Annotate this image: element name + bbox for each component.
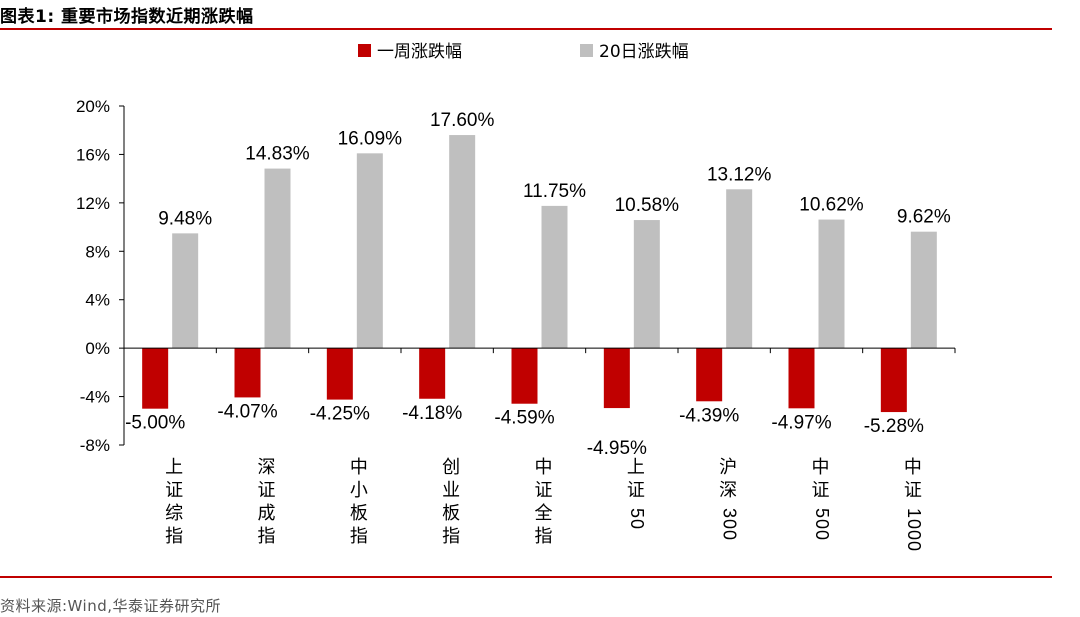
bar-20d-7 [818, 219, 845, 349]
figure-title: 图表1: 重要市场指数近期涨跌幅 [0, 7, 254, 27]
y-tick-label: -8% [80, 436, 110, 455]
top-rule [0, 28, 1052, 30]
y-tick-label: 16% [76, 145, 110, 164]
y-tick-label: -4% [80, 388, 110, 407]
bar-week-0 [142, 348, 169, 409]
y-tick-label: 4% [85, 291, 110, 310]
category-label-char: 0 [904, 519, 924, 529]
data-label: -4.18% [402, 403, 462, 424]
category-label-char: 0 [719, 519, 739, 529]
category-label-char: 指 [442, 526, 460, 547]
data-label: 17.60% [430, 110, 495, 131]
legend-label-0: 一周涨跌幅 [377, 42, 462, 62]
data-label: 9.48% [158, 208, 212, 229]
category-label-char: 3 [719, 508, 739, 518]
category-label-char: 指 [165, 526, 183, 547]
category-label-char: 全 [535, 503, 553, 524]
category-label-char: 指 [258, 526, 276, 547]
bar-20d-5 [633, 220, 660, 349]
category-label-char: 0 [904, 541, 924, 551]
bar-week-4 [511, 348, 538, 404]
category-label-char: 0 [904, 530, 924, 540]
data-label: -4.07% [217, 401, 277, 422]
data-label: 13.12% [707, 164, 772, 185]
legend-label-1: 20日涨跌幅 [599, 42, 689, 62]
bar-20d-6 [726, 189, 753, 349]
category-label-char: 综 [165, 503, 183, 524]
bar-20d-8 [910, 231, 937, 349]
category-label-char: 中 [350, 457, 368, 478]
bar-week-3 [419, 348, 446, 399]
bar-20d-1 [264, 168, 291, 349]
y-tick-label: 8% [85, 242, 110, 261]
data-label: 9.62% [897, 207, 951, 228]
category-label-char: 证 [904, 480, 922, 501]
y-tick-label: 20% [76, 97, 110, 116]
category-label-char: 中 [812, 457, 830, 478]
category-label-char: 指 [350, 526, 368, 547]
category-label-char: 板 [350, 503, 368, 524]
bar-week-8 [880, 348, 907, 413]
data-label: 10.62% [799, 195, 864, 216]
data-label: 14.83% [245, 144, 310, 165]
bar-week-7 [788, 348, 815, 409]
data-label: -4.25% [310, 404, 370, 425]
bar-week-6 [696, 348, 723, 402]
category-label-char: 沪 [719, 457, 737, 478]
data-label: -5.28% [864, 416, 924, 437]
data-label: -4.39% [679, 405, 739, 426]
category-label-char: 0 [719, 530, 739, 540]
bar-20d-0 [172, 233, 199, 349]
category-label-char: 上 [165, 457, 183, 478]
data-label: -4.95% [587, 438, 647, 459]
bar-20d-4 [541, 205, 568, 349]
category-label-char: 上 [627, 457, 645, 478]
y-tick-label: 0% [85, 339, 110, 358]
category-label-char: 小 [350, 480, 368, 501]
y-axis: 20% 16% 12% 8% 4% 0% -4% -8% [76, 97, 125, 455]
category-label-char: 证 [535, 480, 553, 501]
category-label-char: 5 [812, 508, 832, 518]
category-label-char: 深 [258, 457, 276, 478]
category-label-char: 1 [904, 508, 924, 518]
category-label-char: 5 [627, 508, 647, 518]
category-label-char: 0 [627, 519, 647, 529]
y-tick-label: 12% [76, 194, 110, 213]
category-label-char: 板 [442, 503, 460, 524]
bar-week-5 [603, 348, 630, 409]
category-label-char: 证 [627, 480, 645, 501]
bar-20d-3 [449, 135, 476, 349]
category-label-char: 证 [165, 480, 183, 501]
bar-week-1 [234, 348, 261, 398]
bars: -5.00% 9.48% -4.07% 14.83% -4.25% 16.09% -4.18… [125, 110, 951, 459]
category-label-char: 证 [258, 480, 276, 501]
category-label-char: 成 [258, 503, 276, 524]
category-label-char: 中 [535, 457, 553, 478]
source-note: 资料来源:Wind,华泰证券研究所 [0, 597, 222, 615]
data-label: 11.75% [523, 181, 586, 202]
category-label-char: 指 [535, 526, 553, 547]
category-label-char: 中 [904, 457, 922, 478]
bar-week-2 [326, 348, 353, 400]
data-label: -5.00% [125, 413, 185, 434]
bar-20d-2 [356, 153, 383, 349]
data-label: -4.97% [771, 412, 831, 433]
category-label-char: 业 [442, 480, 460, 501]
category-label-char: 深 [719, 480, 737, 501]
bar-chart: 一周涨跌幅 20日涨跌幅 20% 16% 12% 8% 4% 0% -4% -8% -5.00%… [76, 42, 956, 551]
category-label-char: 创 [442, 457, 460, 478]
category-label-char: 0 [812, 530, 832, 540]
bottom-rule [0, 576, 1052, 578]
category-label-char: 证 [812, 480, 830, 501]
data-label: 10.58% [615, 195, 680, 216]
category-label-char: 0 [812, 519, 832, 529]
data-label: -4.59% [494, 408, 554, 429]
data-label: 16.09% [338, 128, 403, 149]
legend-swatch-1 [580, 44, 593, 57]
legend-swatch-0 [358, 44, 371, 57]
legend: 一周涨跌幅 20日涨跌幅 [358, 42, 689, 62]
